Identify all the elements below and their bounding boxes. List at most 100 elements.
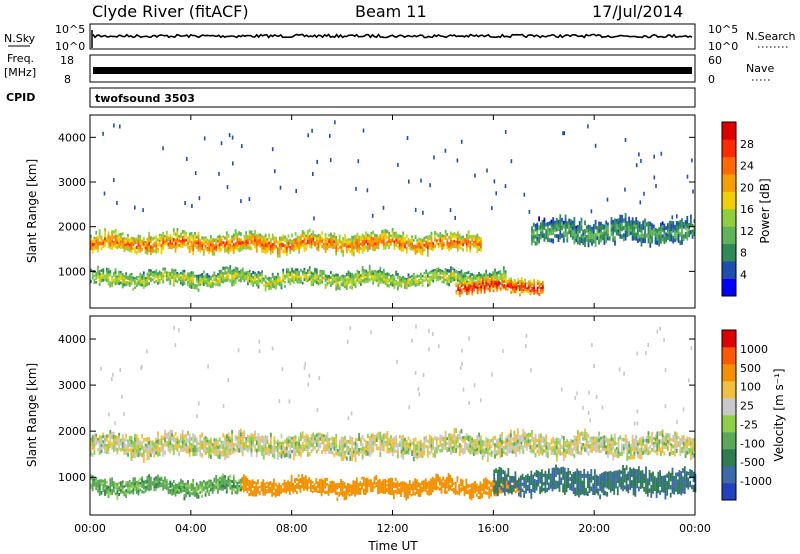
heat-cell [414, 280, 417, 285]
heat-cell [605, 220, 608, 225]
heat-cell [510, 282, 512, 286]
heat-cell [132, 446, 135, 450]
heat-cell [624, 445, 627, 450]
heat-cell [658, 439, 660, 444]
heat-cell [229, 436, 232, 441]
heat-cell [465, 236, 468, 241]
heat-cell [109, 440, 112, 445]
heat-cell [409, 245, 412, 249]
heat-cell [414, 283, 417, 287]
heat-cell [382, 280, 385, 284]
heat-cell [331, 244, 334, 247]
heat-cell [95, 281, 98, 284]
heat-cell [667, 225, 669, 230]
heat-cell [264, 283, 267, 287]
heat-cell [462, 284, 465, 287]
heat-cell [201, 453, 203, 458]
heat-cell [213, 271, 216, 275]
heat-cell [116, 239, 119, 243]
heat-cell [467, 281, 470, 285]
heat-cell [589, 444, 592, 448]
heat-cell [164, 450, 166, 455]
heat-cell [105, 239, 108, 243]
heat-cell [324, 283, 327, 287]
heat-cell [510, 285, 512, 289]
heat-cell [172, 272, 175, 276]
heat-cell [321, 244, 323, 249]
heat-cell [457, 237, 459, 242]
heat-cell [402, 234, 405, 239]
heat-cell [349, 285, 352, 289]
heat-cell [582, 238, 585, 242]
heat-cell [390, 443, 392, 447]
heat-cell [202, 236, 205, 241]
heat-cell [462, 243, 465, 247]
heat-cell [342, 249, 345, 254]
heat-cell [503, 280, 505, 283]
heat-cell [135, 281, 138, 284]
heat-cell [266, 447, 269, 452]
heat-cell [390, 278, 392, 281]
heat-cell [328, 233, 330, 237]
heat-cell [432, 242, 435, 246]
heat-cell [513, 445, 516, 451]
heat-cell [488, 452, 491, 456]
heat-cell [180, 278, 182, 281]
heat-cell [188, 245, 191, 250]
heat-cell [319, 437, 322, 441]
heat-cell [455, 243, 458, 246]
heat-cell [312, 443, 315, 448]
heat-cell [545, 235, 548, 240]
heat-cell [494, 286, 497, 290]
heat-cell [195, 286, 198, 290]
heat-cell [444, 436, 447, 441]
heat-cell [107, 281, 110, 286]
heat-cell [180, 280, 182, 283]
heat-cell [455, 290, 458, 293]
heat-cell [261, 451, 263, 456]
heat-cell [274, 169, 276, 174]
heat-cell [220, 450, 223, 455]
heat-cell [451, 279, 454, 282]
heat-cell [455, 444, 458, 449]
heat-cell [644, 234, 646, 240]
heat-cell [501, 285, 504, 288]
heat-cell [425, 278, 428, 282]
heat-cell [199, 281, 202, 285]
heat-cell [123, 451, 126, 455]
heat-cell [116, 275, 119, 278]
heat-cell [437, 444, 440, 448]
heat-cell [352, 238, 355, 243]
heat-cell [234, 245, 237, 250]
heat-cell [91, 438, 94, 443]
heat-cell [651, 435, 653, 439]
heat-cell [335, 245, 338, 250]
heat-cell [432, 277, 435, 281]
heat-cell [517, 285, 520, 288]
heat-cell [100, 235, 103, 239]
heat-cell [571, 229, 574, 234]
heat-cell [472, 242, 475, 246]
heat-cell [210, 240, 212, 245]
heat-cell [437, 278, 440, 281]
heat-cell [508, 278, 511, 281]
heat-cell [446, 442, 449, 445]
heat-cell [139, 272, 142, 276]
heat-cell [310, 243, 313, 247]
heat-cell [238, 441, 240, 446]
heat-cell [363, 271, 366, 275]
heat-cell [540, 445, 542, 451]
heat-cell [508, 443, 510, 448]
heat-cell [123, 277, 126, 280]
heat-cell [510, 448, 512, 453]
heat-cell [199, 434, 202, 439]
heat-cell [312, 276, 315, 280]
heat-cell [153, 451, 156, 455]
heat-cell [241, 241, 244, 245]
heat-cell [534, 223, 537, 228]
heat-cell [135, 441, 138, 446]
heat-cell [275, 448, 278, 452]
heat-cell [409, 247, 412, 251]
heat-cell [305, 234, 308, 238]
